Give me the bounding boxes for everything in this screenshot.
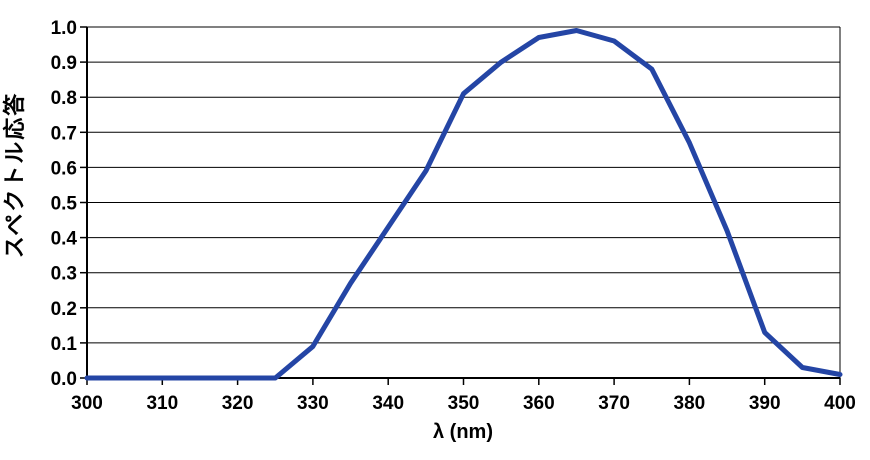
y-tick-label: 0.9 xyxy=(51,53,77,74)
x-tick-label: 340 xyxy=(372,393,404,414)
y-tick-label: 0.2 xyxy=(51,299,77,320)
y-tick-label: 0.6 xyxy=(51,158,77,179)
series-line-spectral-response xyxy=(84,28,843,381)
chart-plot-area: 0.0 0.1 0.2 0.3 0.4 0.5 0.6 0.7 0.8 0.9 1.0 300 310 3… xyxy=(51,18,856,414)
x-tick-label: 370 xyxy=(598,393,630,414)
x-tick-label: 400 xyxy=(824,393,856,414)
x-tick-label: 310 xyxy=(146,393,178,414)
y-tick-label: 0.5 xyxy=(51,194,78,215)
x-tick-label: 380 xyxy=(674,393,706,414)
y-tick-label: 0.7 xyxy=(51,123,77,144)
x-axis-title: λ (nm) xyxy=(433,421,493,443)
x-tick-label: 330 xyxy=(297,393,329,414)
y-tick-label: 0.0 xyxy=(51,369,77,390)
y-tick-label: 0.1 xyxy=(51,334,78,355)
y-tick-label: 1.0 xyxy=(51,18,77,39)
x-tick-label: 390 xyxy=(749,393,781,414)
y-tick-label: 0.4 xyxy=(51,229,78,250)
y-tick-label: 0.3 xyxy=(51,264,77,285)
x-tick-label: 320 xyxy=(222,393,254,414)
y-axis-title: スペクトル応答 xyxy=(2,92,27,258)
x-tick-label: 360 xyxy=(523,393,555,414)
x-tick-label: 350 xyxy=(448,393,480,414)
x-tick-label: 300 xyxy=(71,393,103,414)
y-tick-label: 0.8 xyxy=(51,88,77,109)
